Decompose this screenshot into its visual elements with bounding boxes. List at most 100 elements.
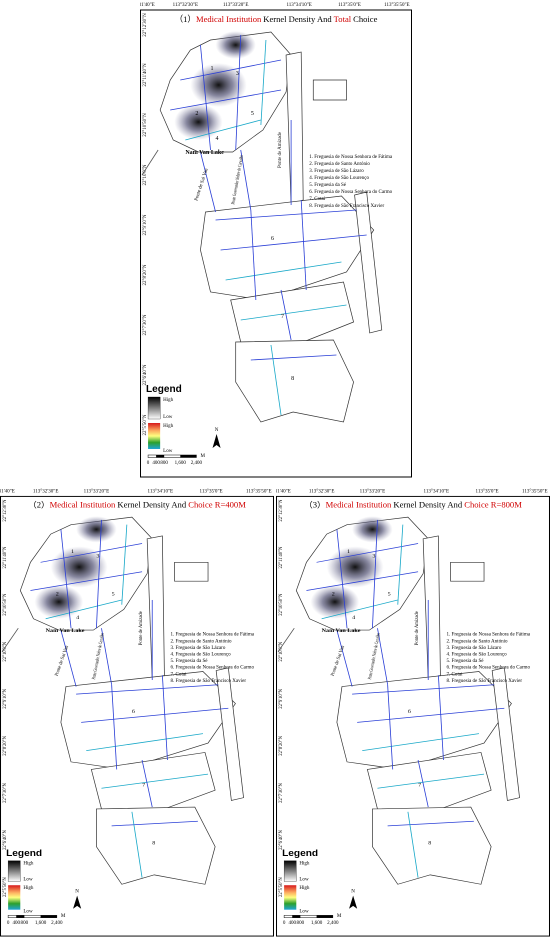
- reclamation: [422, 535, 441, 681]
- district-item: 7. Cotai: [309, 197, 326, 202]
- kernel-density: [190, 63, 247, 107]
- district-item: 3. Freguesia de São Lázaro: [446, 646, 501, 651]
- road: [1, 628, 19, 652]
- coloane: [372, 806, 492, 885]
- district-number: 3: [96, 554, 99, 560]
- road: [352, 684, 495, 695]
- latitude-label: 22°11'40"N: [279, 546, 284, 568]
- title-part: Choice R=800M: [464, 501, 522, 510]
- scale-bar: [156, 455, 165, 458]
- scale-label: 0: [283, 921, 286, 926]
- road: [141, 149, 159, 176]
- road: [76, 684, 219, 695]
- title-part: Medical Institution: [326, 501, 393, 510]
- scale-label: 1,600: [311, 921, 323, 926]
- scale-bar: [16, 915, 25, 918]
- road: [372, 519, 378, 629]
- road: [250, 354, 337, 361]
- density-ramp: [7, 860, 21, 882]
- road: [81, 707, 229, 723]
- district-item: 8. Freguesia de São Francisco Xavier: [309, 204, 384, 209]
- scale-label: 2,400: [191, 461, 203, 466]
- road: [377, 773, 485, 789]
- longitude-label: 113°34'10"E: [286, 3, 311, 8]
- district-item: 4. Freguesia de São Lourenço: [446, 653, 507, 658]
- place-label: Ponte de Amizade: [278, 131, 283, 168]
- district-item: 7. Cotai: [170, 672, 187, 677]
- district-number: 7: [281, 314, 284, 320]
- district-number: 2: [56, 591, 59, 597]
- legend-label: Low: [163, 449, 173, 454]
- road: [260, 39, 267, 126]
- map-panel: 113°31'40"E 113°32'30"E 113°33'20"E 113°34'…: [0, 490, 274, 937]
- place-label: Nam Van Lake: [322, 628, 361, 634]
- airport: [491, 667, 520, 801]
- ferry-terminal: [312, 79, 347, 101]
- legend-label: High: [163, 398, 174, 403]
- district-item: 8. Freguesia de São Francisco Xavier: [446, 679, 522, 684]
- cotai: [366, 752, 492, 810]
- choice-ramp: [284, 885, 297, 910]
- kernel-density: [215, 31, 256, 59]
- road: [336, 529, 348, 629]
- kernel-density: [34, 584, 84, 619]
- road: [377, 628, 389, 685]
- latitude-label: 22°10'50"N: [279, 593, 284, 616]
- place-label: Nam Van Lake: [185, 150, 224, 156]
- airport: [354, 191, 383, 334]
- road: [161, 675, 168, 761]
- longitude-label: 113°32'30"E: [33, 490, 59, 495]
- latitude-label: 22°8'20"N: [3, 736, 8, 756]
- latitude-label: 22°12'30"N: [143, 13, 148, 37]
- road: [240, 149, 252, 211]
- legend-title: Legend: [146, 384, 182, 395]
- road: [362, 733, 480, 751]
- latitude-label: 22°8'20"N: [279, 736, 284, 756]
- longitude-label: 113°34'10"E: [424, 490, 450, 495]
- density-ramp: [147, 396, 161, 420]
- district-number: 2: [332, 591, 335, 597]
- longitude-label: 113°32'30"E: [309, 490, 335, 495]
- road: [200, 151, 216, 213]
- scale-unit: M: [200, 454, 205, 459]
- road: [131, 811, 143, 878]
- district-item: 4. Freguesia de São Lourenço: [170, 653, 231, 658]
- longitude-label: 113°35'0"E: [476, 490, 499, 495]
- latitude-label: 22°11'40"N: [143, 63, 148, 87]
- district-item: 1. Freguesia de Nossa Senhora de Fátima: [170, 633, 254, 638]
- legend-title: Legend: [282, 848, 318, 859]
- latitude-label: 22°7'30"N: [3, 783, 8, 803]
- north-label: N: [215, 428, 219, 433]
- scale-label: 0: [7, 921, 10, 926]
- district-number: 1: [211, 66, 214, 72]
- latitude-label: 22°10'50"N: [143, 113, 148, 137]
- road: [215, 209, 357, 221]
- road: [235, 34, 242, 151]
- road: [96, 519, 102, 629]
- choice-ramp: [148, 423, 161, 449]
- district-item: 6. Freguesia de Nossa Senhora do Carmo: [309, 190, 392, 195]
- district-item: 2. Freguesia de Santo António: [446, 639, 508, 644]
- airport: [215, 667, 244, 801]
- road: [220, 234, 367, 251]
- district-item: 2. Freguesia de Santo António: [309, 162, 370, 167]
- panel-title: （2）Medical Institution Kernel Density And…: [28, 501, 246, 510]
- coloane: [96, 806, 216, 885]
- district-item: 1. Freguesia de Nossa Senhora de Fátima: [309, 155, 393, 160]
- scale-label: 2,400: [51, 921, 63, 926]
- title-part: Kernel Density And: [263, 14, 332, 24]
- district-item: 2. Freguesia de Santo António: [170, 639, 232, 644]
- district-number: 6: [271, 236, 274, 242]
- legend-label: High: [299, 862, 310, 867]
- latitude-label: 22°10'50"N: [3, 593, 8, 616]
- district-item: 1. Freguesia de Nossa Senhora de Fátima: [446, 633, 530, 638]
- road: [397, 524, 404, 605]
- title-part: Medical Institution: [196, 14, 262, 24]
- kernel-density: [76, 516, 117, 543]
- legend-label: High: [299, 886, 310, 891]
- taipa: [200, 195, 375, 301]
- road: [111, 684, 118, 770]
- legend-label: Low: [299, 878, 309, 883]
- legend-title: Legend: [6, 848, 42, 859]
- road: [270, 344, 282, 416]
